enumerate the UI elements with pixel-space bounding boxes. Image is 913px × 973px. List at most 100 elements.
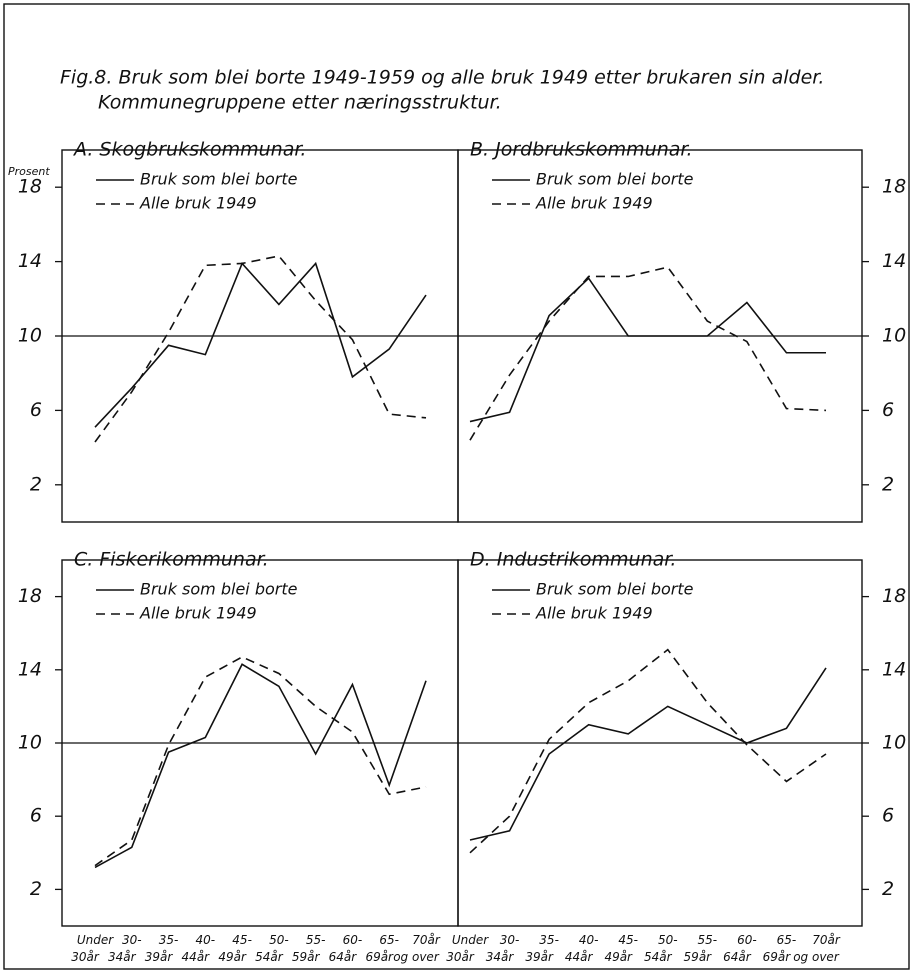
x-tick-label-line: 60- — [737, 933, 757, 947]
x-tick-label-line: og over — [793, 950, 840, 964]
series-line — [469, 648, 827, 854]
x-tick-label-line: 39år — [525, 950, 554, 964]
figure-subtitle: Kommunegruppene etter næringsstruktur. — [98, 92, 502, 114]
x-tick-label: 70år og over — [793, 933, 841, 964]
x-tick-label-line: 35- — [539, 933, 559, 947]
y-tick-label: 10 — [882, 325, 906, 347]
x-tick-label-line: 65- — [379, 933, 399, 947]
y-tick-label: 2 — [30, 878, 42, 900]
x-tick-label-line: 50- — [269, 933, 289, 947]
outer-border — [3, 3, 910, 970]
x-tick-label: 30- 34år — [108, 933, 142, 964]
x-tick-label-line: 50- — [658, 933, 678, 947]
x-tick-label: 55- 59år — [292, 933, 326, 964]
x-tick-label-line: 69år — [763, 950, 792, 964]
x-tick-label: 35- 39år — [145, 933, 179, 964]
x-tick-label-line: 34år — [108, 950, 137, 964]
y-tick-label: 2 — [30, 473, 42, 495]
y-tick-label: 6 — [30, 805, 42, 827]
x-tick-label-line: 69år — [365, 950, 394, 964]
y-tick-label: 14 — [882, 250, 906, 272]
series-line — [469, 667, 827, 841]
x-tick-label-line: 59år — [292, 950, 321, 964]
series-line — [469, 266, 827, 441]
y-tick-label: 6 — [882, 805, 894, 827]
x-tick-label: 60- 64år — [329, 933, 363, 964]
panel-title: D. Industrikommunar. — [470, 549, 676, 571]
x-tick-label-line: 40- — [579, 933, 599, 947]
y-tick-label: 10 — [18, 732, 42, 754]
x-tick-label-line: 30- — [122, 933, 142, 947]
panel-title: C. Fiskerikommunar. — [74, 549, 269, 571]
figure-title: Fig.8. Bruk som blei borte 1949-1959 og … — [60, 67, 824, 89]
x-tick-label-line: 70år — [812, 933, 841, 947]
x-tick-label: 50- 54år — [644, 933, 678, 964]
y-axis-label: Prosent — [8, 165, 50, 178]
panel-title: B. Jordbrukskommunar. — [470, 139, 693, 161]
y-tick-label: 18 — [18, 176, 42, 198]
y-tick-label: 18 — [882, 585, 906, 607]
x-tick-label-line: 55- — [698, 933, 718, 947]
x-tick-label: 60- 64år — [723, 933, 757, 964]
x-tick-label: 40- 44år — [565, 933, 599, 964]
x-tick-label: Under 30år — [71, 933, 114, 964]
y-tick-label: 18 — [18, 585, 42, 607]
y-tick-label: 2 — [882, 473, 894, 495]
x-tick-label-line: 39år — [145, 950, 174, 964]
x-tick-label-line: 70år — [412, 933, 441, 947]
x-tick-label-line: Under — [452, 933, 489, 947]
series-line — [94, 656, 427, 867]
x-tick-label-line: 44år — [565, 950, 594, 964]
x-tick-label-line: 44år — [182, 950, 211, 964]
y-tick-label: 14 — [18, 250, 42, 272]
series-line — [94, 663, 427, 869]
series-line — [469, 277, 826, 423]
x-tick-label-line: 30- — [500, 933, 520, 947]
x-tick-label: 30- 34år — [486, 933, 520, 964]
y-tick-label: 6 — [30, 399, 42, 421]
x-tick-label-line: 55- — [306, 933, 326, 947]
legend-label: Alle bruk 1949 — [139, 194, 257, 213]
x-tick-label-line: 60- — [343, 933, 363, 947]
x-tick-label: 40- 44år — [182, 933, 216, 964]
legend-label: Bruk som blei borte — [536, 580, 694, 599]
y-tick-label: 14 — [882, 658, 906, 680]
x-tick-label-line: 64år — [329, 950, 358, 964]
x-tick-label-line: Under — [77, 933, 114, 947]
series-line — [94, 261, 427, 428]
x-tick-label-line: 45- — [232, 933, 252, 947]
x-tick-label: 35- 39år — [525, 933, 559, 964]
x-tick-label-line: 64år — [723, 950, 752, 964]
x-tick-label-line: 30år — [446, 950, 475, 964]
legend-label: Alle bruk 1949 — [535, 194, 653, 213]
x-tick-label-line: 49år — [604, 950, 633, 964]
y-tick-label: 2 — [882, 878, 894, 900]
x-tick-label-line: 54år — [644, 950, 673, 964]
x-tick-label: 45- 49år — [218, 933, 252, 964]
x-tick-label-line: 65- — [777, 933, 797, 947]
x-tick-label-line: 40- — [196, 933, 216, 947]
legend-label: Alle bruk 1949 — [139, 604, 257, 623]
x-tick-label-line: 59år — [684, 950, 713, 964]
x-tick-label-line: 35- — [159, 933, 179, 947]
y-tick-label: 18 — [882, 176, 906, 198]
x-tick-label: 70år og over — [393, 933, 441, 964]
x-tick-label-line: 54år — [255, 950, 284, 964]
x-tick-label: 55- 59år — [684, 933, 718, 964]
x-tick-label: 65- 69år — [763, 933, 797, 964]
x-tick-label: 45- 49år — [604, 933, 638, 964]
x-tick-label-line: og over — [393, 950, 440, 964]
y-tick-label: 6 — [882, 399, 894, 421]
x-tick-label: 50- 54år — [255, 933, 289, 964]
x-tick-label: Under 30år — [446, 933, 489, 964]
y-tick-label: 14 — [18, 658, 42, 680]
x-tick-label-line: 30år — [71, 950, 100, 964]
y-tick-label: 10 — [882, 732, 906, 754]
panel-title: A. Skogbrukskommunar. — [72, 139, 306, 161]
x-tick-label-line: 45- — [618, 933, 638, 947]
legend-label: Bruk som blei borte — [140, 580, 298, 599]
legend-label: Alle bruk 1949 — [535, 604, 653, 623]
series-line — [94, 255, 427, 443]
x-tick-label-line: 34år — [486, 950, 515, 964]
